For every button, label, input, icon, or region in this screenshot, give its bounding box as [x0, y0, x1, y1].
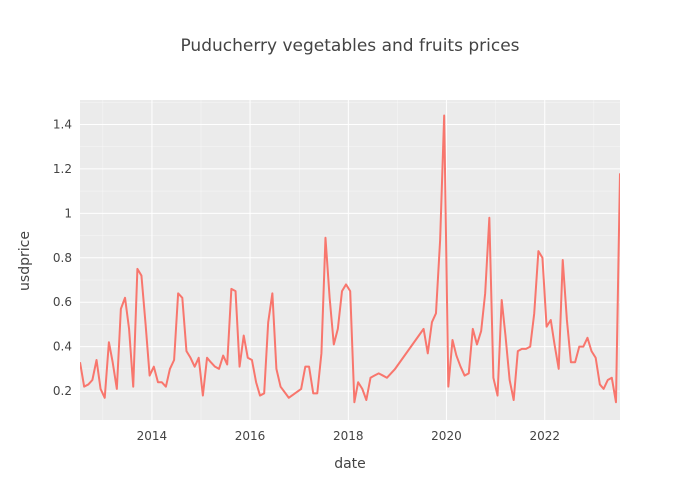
y-tick-label: 1.4 — [53, 117, 72, 131]
x-tick-label: 2016 — [235, 429, 266, 443]
x-axis-title: date — [334, 456, 366, 472]
x-tick-label: 2020 — [431, 429, 462, 443]
y-tick-label: 0.4 — [53, 340, 72, 354]
y-tick-label: 0.8 — [53, 251, 72, 265]
y-axis-title: usdprice — [17, 231, 33, 291]
plot-area: 0.2 0.4 0.6 0.8 1 1.2 1.4 2014 2016 2018 2020 2022 — [53, 100, 620, 443]
y-tick-label: 0.2 — [53, 384, 72, 398]
price-series-line — [80, 114, 620, 404]
y-tick-label: 1.2 — [53, 162, 72, 176]
chart-title: Puducherry vegetables and fruits prices — [180, 36, 519, 56]
y-tick-label: 1 — [64, 206, 72, 220]
plot-background — [80, 100, 620, 420]
y-tick-label: 0.6 — [53, 295, 72, 309]
x-tick-label: 2014 — [137, 429, 168, 443]
x-tick-label: 2018 — [333, 429, 364, 443]
x-tick-label: 2022 — [529, 429, 560, 443]
